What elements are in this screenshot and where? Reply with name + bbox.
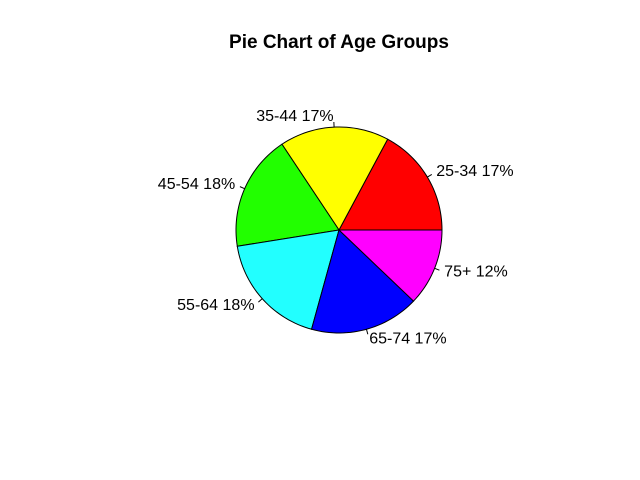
pie-slices bbox=[235, 126, 443, 334]
pie-slice-45-54 bbox=[235, 143, 340, 247]
slice-labels: 25-34 17% 35-44 17% 45-54 18% 55-64 18% 65-7… bbox=[158, 108, 514, 347]
pie-slice-25-34 bbox=[338, 138, 443, 231]
pie-slice-55-64 bbox=[236, 229, 340, 330]
pie-slice-65-74 bbox=[310, 229, 415, 334]
slice-label-55-64: 55-64 18% bbox=[177, 297, 254, 314]
slice-label-75plus: 75+ 12% bbox=[444, 263, 508, 280]
slice-label-65-74: 65-74 17% bbox=[369, 330, 446, 347]
label-tick-65-74 bbox=[365, 329, 369, 335]
label-ticks bbox=[239, 121, 440, 335]
label-tick-25-34 bbox=[427, 174, 433, 178]
slice-label-25-34: 25-34 17% bbox=[436, 163, 513, 180]
chart-title: Pie Chart of Age Groups bbox=[229, 32, 449, 53]
label-tick-75plus bbox=[434, 267, 440, 271]
slice-label-35-44: 35-44 17% bbox=[256, 108, 333, 125]
label-tick-45-54 bbox=[239, 186, 245, 190]
label-tick-55-64 bbox=[258, 298, 263, 303]
pie-slice-35-44 bbox=[281, 126, 389, 231]
slice-label-45-54: 45-54 18% bbox=[158, 176, 235, 193]
